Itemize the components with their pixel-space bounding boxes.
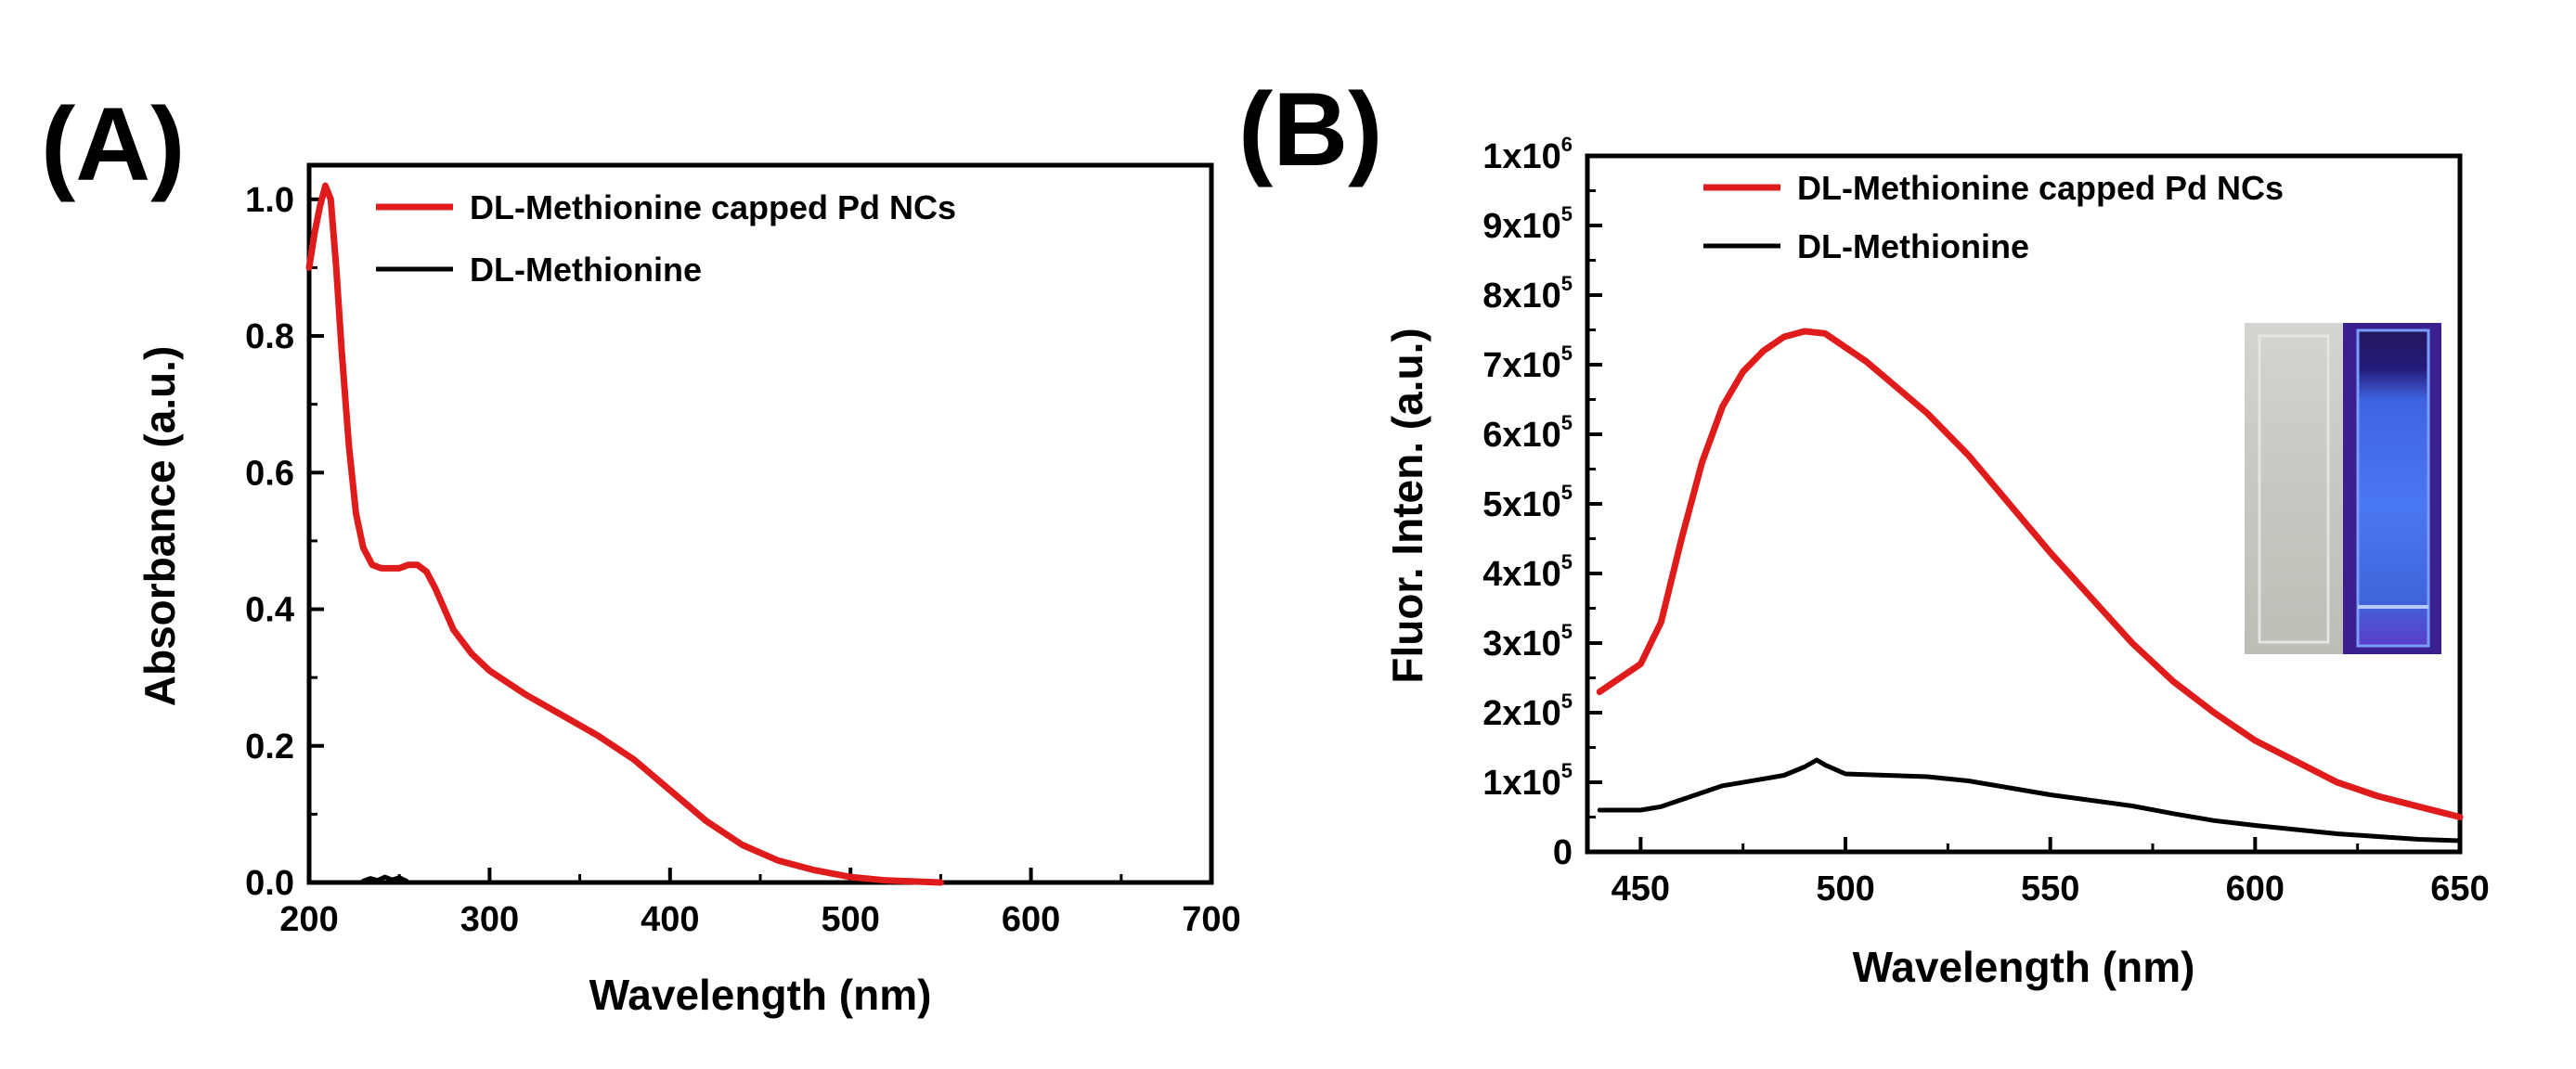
y-tick-label: 1x106 bbox=[1482, 133, 1573, 176]
panel-a-legend-label-capped: DL-Methionine capped Pd NCs bbox=[470, 188, 956, 226]
y-tick-label: 7x105 bbox=[1482, 341, 1573, 385]
x-tick-label: 550 bbox=[2021, 869, 2079, 908]
cuvette-clear-outline bbox=[2258, 334, 2330, 644]
y-tick-label: 0 bbox=[1553, 833, 1573, 872]
y-tick-label: 3x105 bbox=[1482, 620, 1573, 663]
y-tick-label: 0.6 bbox=[245, 454, 294, 493]
panel-a-x-ticks: 200 300 400 500 600 700 bbox=[279, 868, 1241, 939]
panel-a-y-ticks: 0.0 0.2 0.4 0.6 0.8 1.0 bbox=[245, 181, 324, 903]
y-tick-label: 8x105 bbox=[1482, 272, 1573, 316]
series-line-capped-pd-ncs bbox=[305, 182, 944, 886]
x-tick-label: 450 bbox=[1612, 869, 1670, 908]
x-tick-label: 700 bbox=[1182, 900, 1240, 939]
panel-b-chart: (B) 450 500 550 600 650 0 1x105 2x105 3x105 4x10… bbox=[1238, 71, 2490, 991]
y-tick-label: 0.2 bbox=[245, 728, 294, 766]
x-tick-label: 600 bbox=[1002, 900, 1060, 939]
y-tick-label: 4x105 bbox=[1482, 550, 1573, 594]
x-tick-label: 600 bbox=[2226, 869, 2285, 908]
panel-b-x-ticks: 450 500 550 600 650 bbox=[1612, 837, 2490, 908]
panel-a-y-axis-label: Absorbance (a.u.) bbox=[136, 346, 184, 707]
panel-a-legend-label-ligand: DL-Methionine bbox=[470, 251, 702, 289]
cuvette-blue-outline bbox=[2356, 328, 2430, 648]
x-tick-label: 650 bbox=[2430, 869, 2489, 908]
y-tick-label: 9x105 bbox=[1482, 202, 1573, 246]
x-tick-label: 400 bbox=[641, 900, 699, 939]
series-line-capped-pd-ncs bbox=[1596, 328, 2464, 820]
panel-b-legend-label-capped: DL-Methionine capped Pd NCs bbox=[1797, 169, 2284, 207]
panel-a-legend: DL-Methionine capped Pd NCs DL-Methionin… bbox=[376, 188, 956, 289]
panel-a-x-axis-label: Wavelength (nm) bbox=[589, 971, 932, 1019]
series-line-dl-methionine bbox=[360, 874, 409, 883]
y-tick-label: 1x105 bbox=[1482, 759, 1573, 803]
panel-a-plot-frame bbox=[306, 162, 1214, 885]
cuvette-photo-inset bbox=[2245, 323, 2441, 654]
panel-b-x-axis-label: Wavelength (nm) bbox=[1853, 943, 2195, 991]
cuvette-clear bbox=[2245, 323, 2343, 654]
y-tick-label: 0.0 bbox=[245, 864, 294, 903]
x-tick-label: 500 bbox=[821, 900, 879, 939]
y-tick-label: 0.4 bbox=[245, 591, 294, 630]
panel-b-y-ticks: 0 1x105 2x105 3x105 4x105 5x105 6x105 7x105 8x10… bbox=[1482, 133, 1602, 872]
series-line-dl-methionine bbox=[1597, 757, 2463, 844]
y-tick-label: 1.0 bbox=[245, 181, 294, 220]
x-tick-label: 500 bbox=[1816, 869, 1874, 908]
panel-a-chart: (A) 200 300 400 500 600 700 0.0 0.2 0.4 0.6 0.8 1.… bbox=[41, 86, 1241, 1019]
y-tick-label: 0.8 bbox=[245, 317, 294, 356]
panel-b-letter: (B) bbox=[1238, 71, 1382, 187]
panel-b-legend: DL-Methionine capped Pd NCs DL-Methionin… bbox=[1703, 169, 2284, 265]
x-tick-label: 200 bbox=[279, 900, 338, 939]
panel-a-series-group bbox=[305, 182, 944, 886]
y-tick-label: 2x105 bbox=[1482, 689, 1573, 733]
y-tick-label: 6x105 bbox=[1482, 411, 1573, 455]
x-tick-label: 300 bbox=[460, 900, 519, 939]
panel-a-letter: (A) bbox=[41, 86, 185, 202]
panel-b-legend-label-ligand: DL-Methionine bbox=[1797, 227, 2029, 265]
cuvette-glowing-blue bbox=[2358, 330, 2428, 646]
panel-b-series-group bbox=[1596, 328, 2464, 844]
panel-b-y-axis-label: Fluor. Inten. (a.u.) bbox=[1383, 328, 1431, 683]
y-tick-label: 5x105 bbox=[1482, 481, 1573, 524]
